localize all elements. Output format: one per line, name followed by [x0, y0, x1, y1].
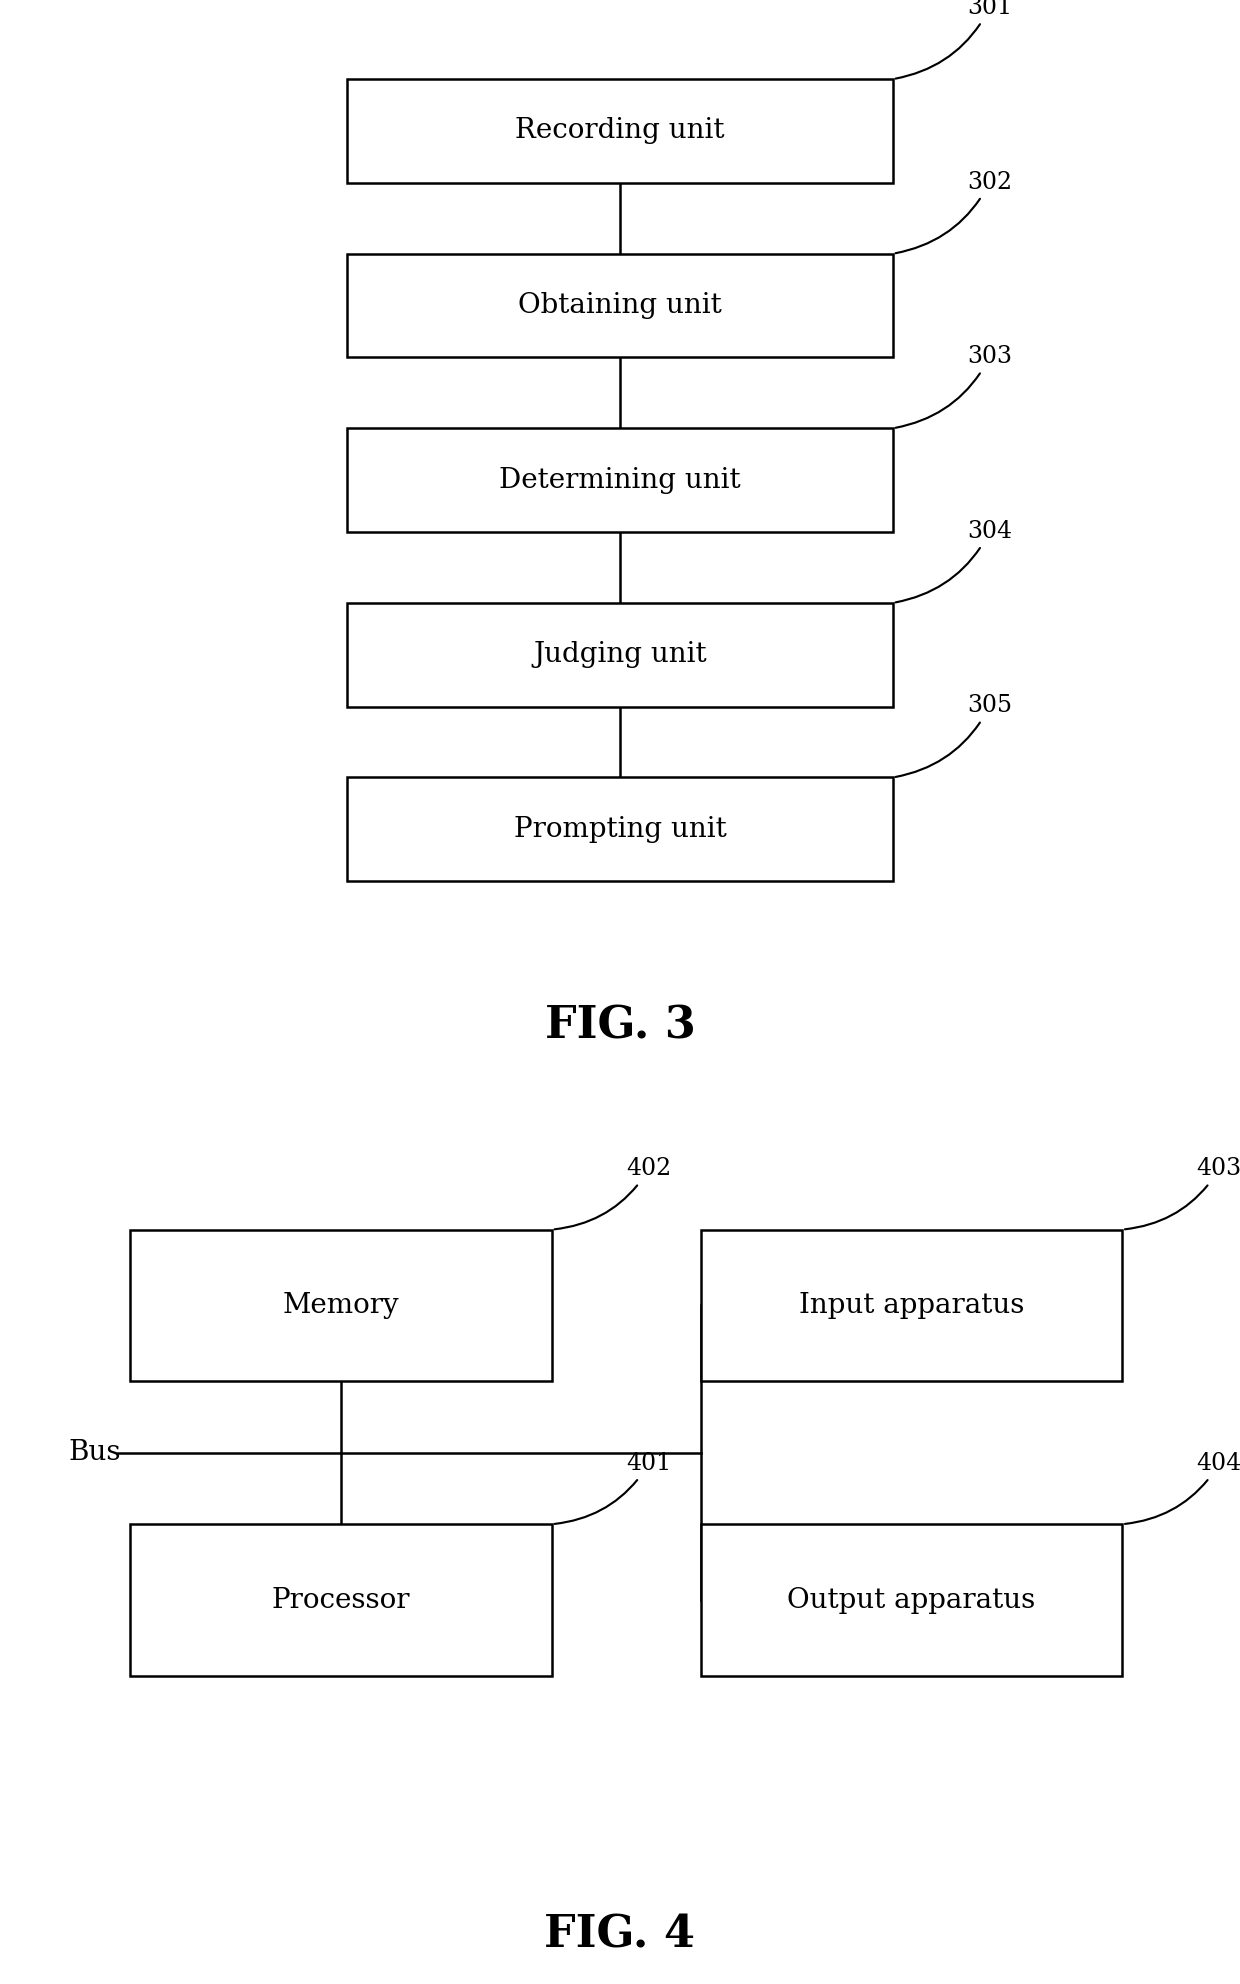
Bar [701, 1524, 1122, 1676]
Text: Output apparatus: Output apparatus [787, 1587, 1035, 1613]
Text: Obtaining unit: Obtaining unit [518, 292, 722, 319]
Text: 404: 404 [1125, 1452, 1240, 1524]
Bar [130, 1524, 552, 1676]
Bar [347, 429, 893, 532]
Text: Judging unit: Judging unit [533, 641, 707, 669]
Bar [347, 603, 893, 706]
Text: Bus: Bus [68, 1438, 120, 1466]
Text: 305: 305 [895, 694, 1012, 778]
Text: Processor: Processor [272, 1587, 410, 1613]
Text: 403: 403 [1125, 1157, 1240, 1230]
Text: FIG. 3: FIG. 3 [544, 1004, 696, 1048]
Bar [347, 79, 893, 183]
Text: Input apparatus: Input apparatus [799, 1292, 1024, 1319]
Bar [347, 778, 893, 881]
Text: 303: 303 [895, 345, 1012, 429]
Text: 302: 302 [895, 171, 1012, 254]
Text: Determining unit: Determining unit [500, 466, 740, 494]
Text: 301: 301 [895, 0, 1012, 79]
Text: Prompting unit: Prompting unit [513, 815, 727, 843]
Bar [701, 1230, 1122, 1381]
Bar [347, 254, 893, 357]
Bar [130, 1230, 552, 1381]
Text: 401: 401 [554, 1452, 671, 1524]
Text: 402: 402 [554, 1157, 671, 1230]
Text: Recording unit: Recording unit [516, 117, 724, 145]
Text: 304: 304 [895, 520, 1012, 603]
Text: FIG. 4: FIG. 4 [544, 1913, 696, 1956]
Text: Memory: Memory [283, 1292, 399, 1319]
